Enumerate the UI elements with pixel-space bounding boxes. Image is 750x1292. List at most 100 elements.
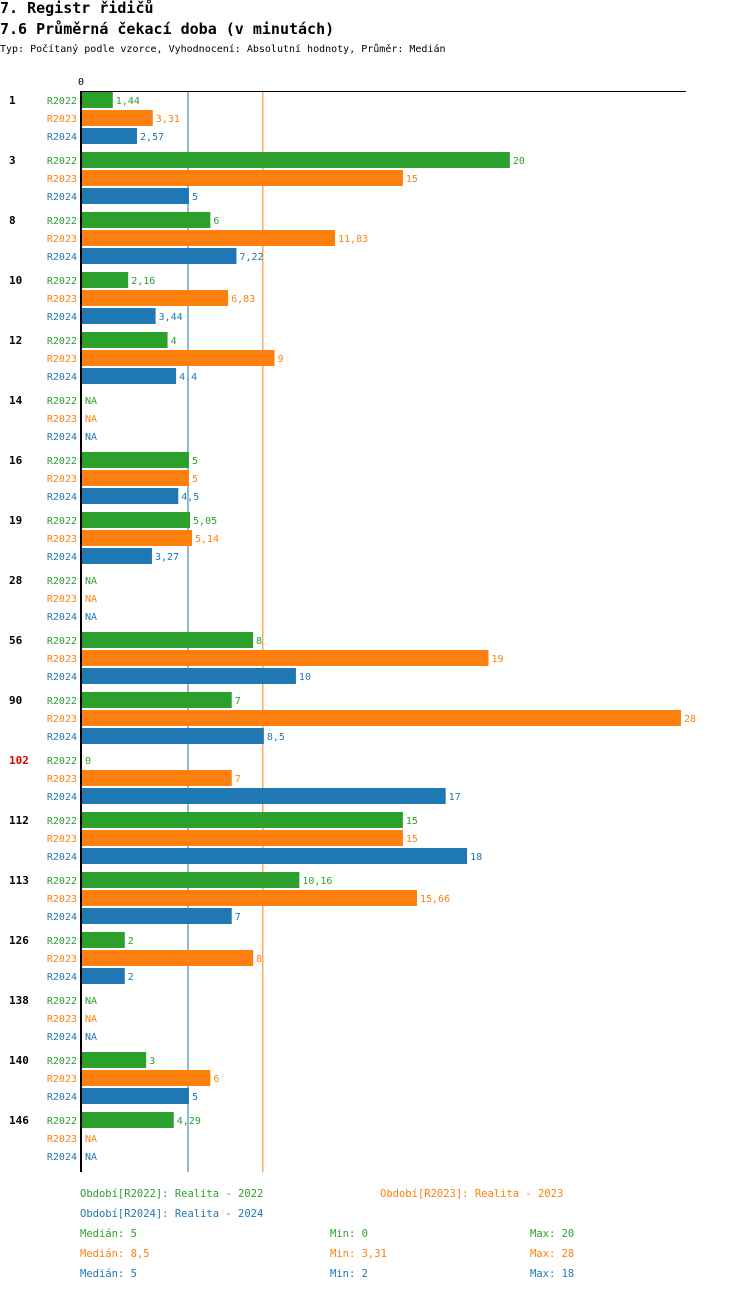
series-label: R2022: [47, 816, 77, 827]
category-label: 19: [9, 514, 22, 527]
series-label: R2023: [47, 594, 77, 605]
category-label: 126: [9, 934, 29, 947]
data-label: NA: [85, 1014, 97, 1025]
series-label: R2022: [47, 156, 77, 167]
bar: [82, 230, 336, 246]
data-label: 6: [213, 216, 219, 227]
series-label: R2022: [47, 636, 77, 647]
bar: [82, 332, 168, 348]
series-label: R2023: [47, 414, 77, 425]
category-label: 3: [9, 154, 16, 167]
data-label: 28: [684, 714, 696, 725]
series-label: R2022: [47, 516, 77, 527]
series-label: R2023: [47, 474, 77, 485]
series-label: R2022: [47, 1116, 77, 1127]
data-label: 1,44: [116, 96, 140, 107]
series-label: R2024: [47, 432, 77, 443]
series-label: R2024: [47, 192, 77, 203]
stat-median-r2022: Medián: 5: [80, 1228, 137, 1240]
bar: [82, 788, 446, 804]
data-label: 2,57: [140, 132, 164, 143]
bar: [82, 908, 232, 924]
bar: [82, 1088, 189, 1104]
bar: [82, 812, 403, 828]
stat-median-r2024: Medián: 5: [80, 1268, 137, 1280]
series-label: R2024: [47, 672, 77, 683]
data-label: NA: [85, 1032, 97, 1043]
series-label: R2023: [47, 774, 77, 785]
category-label: 8: [9, 214, 16, 227]
data-label: 8: [256, 954, 262, 965]
bar: [82, 1052, 147, 1068]
bar: [82, 368, 177, 384]
data-label: 11,83: [338, 234, 368, 245]
bar: [82, 530, 192, 546]
data-label: 4,4: [179, 372, 197, 383]
series-label: R2022: [47, 456, 77, 467]
series-label: R2023: [47, 1074, 77, 1085]
bar: [82, 470, 189, 486]
bar: [82, 950, 254, 966]
data-label: 7: [235, 912, 241, 923]
bar: [82, 1112, 174, 1128]
data-label: 5,05: [193, 516, 217, 527]
data-label: NA: [85, 996, 97, 1007]
series-label: R2022: [47, 96, 77, 107]
bar: [82, 872, 300, 888]
data-label: 15: [406, 174, 418, 185]
series-label: R2023: [47, 294, 77, 305]
data-label: 6,83: [231, 294, 255, 305]
series-label: R2022: [47, 276, 77, 287]
data-label: NA: [85, 414, 97, 425]
data-label: 3,44: [159, 312, 183, 323]
data-label: 9: [278, 354, 284, 365]
data-label: 5: [192, 474, 198, 485]
data-label: NA: [85, 1134, 97, 1145]
category-label: 56: [9, 634, 23, 647]
legend-period-r2022: Období[R2022]: Realita - 2022: [80, 1188, 264, 1200]
series-label: R2023: [47, 714, 77, 725]
bar: [82, 92, 113, 108]
legend-period-r2024: Období[R2024]: Realita - 2024: [80, 1208, 264, 1220]
data-label: 8: [256, 636, 262, 647]
bar: [82, 152, 510, 168]
bar: [82, 710, 681, 726]
series-label: R2023: [47, 174, 77, 185]
bar: [82, 512, 191, 528]
data-label: 2: [128, 936, 134, 947]
series-label: R2023: [47, 354, 77, 365]
bar: [82, 650, 489, 666]
bar: [82, 170, 403, 186]
data-label: 3,31: [156, 114, 180, 125]
data-label: 10: [299, 672, 311, 683]
category-label: 28: [9, 574, 22, 587]
data-label: 15: [406, 834, 418, 845]
bar: [82, 548, 152, 564]
series-label: R2023: [47, 1014, 77, 1025]
data-label: 10,16: [302, 876, 332, 887]
series-label: R2024: [47, 252, 77, 263]
data-label: 5: [192, 456, 198, 467]
data-label: 4,5: [181, 492, 199, 503]
series-label: R2024: [47, 1092, 77, 1103]
series-label: R2022: [47, 756, 77, 767]
series-label: R2024: [47, 852, 77, 863]
stat-median-r2023: Medián: 8,5: [80, 1248, 150, 1260]
series-label: R2023: [47, 834, 77, 845]
series-label: R2022: [47, 396, 77, 407]
bar: [82, 128, 137, 144]
data-label: 20: [513, 156, 525, 167]
bar: [82, 770, 232, 786]
legend-period-r2023: Období[R2023]: Realita - 2023: [380, 1188, 564, 1200]
data-label: NA: [85, 1152, 97, 1163]
series-label: R2024: [47, 372, 77, 383]
data-label: 15,66: [420, 894, 450, 905]
category-label: 140: [9, 1054, 29, 1067]
series-label: R2023: [47, 1134, 77, 1145]
series-label: R2022: [47, 696, 77, 707]
category-label: 112: [9, 814, 29, 827]
data-label: 19: [491, 654, 503, 665]
stat-max-r2024: Max: 18: [530, 1268, 575, 1280]
bar: [82, 110, 153, 126]
bar: [82, 488, 179, 504]
